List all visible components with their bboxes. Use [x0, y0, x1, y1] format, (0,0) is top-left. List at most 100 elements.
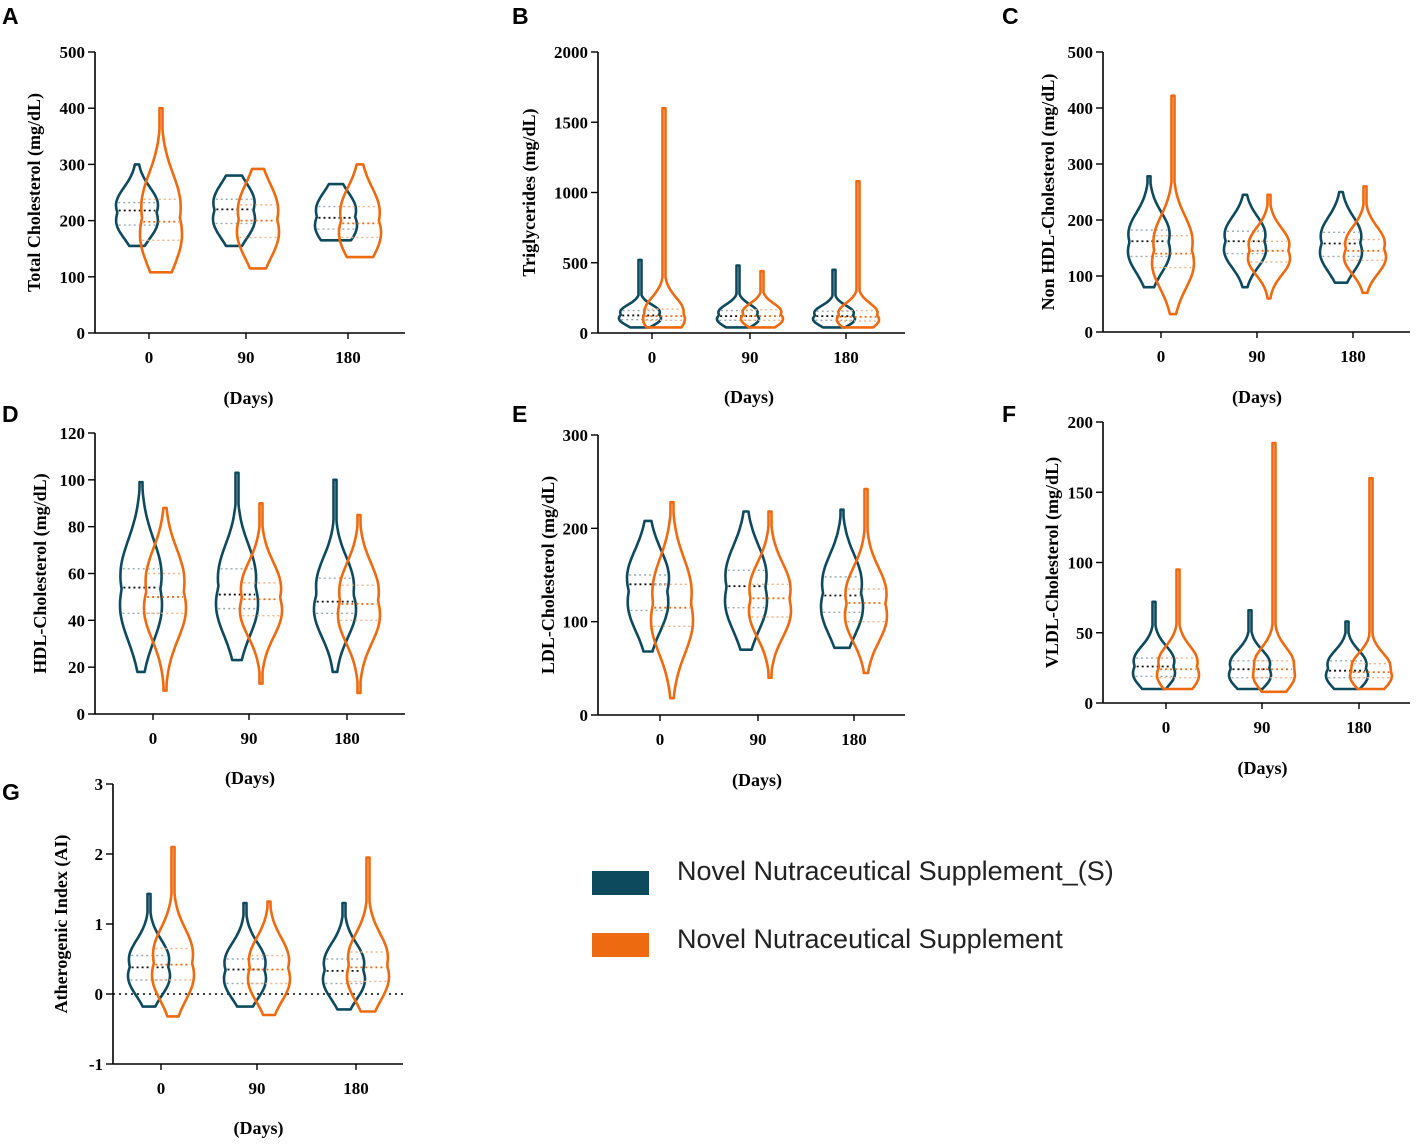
x-tick-label: 0	[1157, 347, 1166, 366]
violin-s-day-0	[1131, 600, 1177, 691]
y-tick-label: 400	[1068, 99, 1094, 118]
y-tick-label: 200	[60, 212, 86, 231]
violin-s-day-90	[715, 264, 761, 329]
violin-s-day-180	[313, 182, 359, 242]
y-axis-title: Non HDL-Cholesterol (mg/dL)	[1038, 74, 1059, 311]
y-tick-label: 1	[95, 915, 104, 934]
x-tick-label: 90	[742, 348, 759, 367]
violin-s-day-90	[1227, 609, 1273, 691]
legend: Novel Nutraceutical Supplement_(S) Novel…	[592, 856, 1114, 957]
legend-swatch-nns	[592, 933, 649, 957]
violin-s-day-180	[312, 478, 358, 674]
y-tick-label: 3	[95, 775, 104, 794]
y-axis-title: VLDL-Cholesterol (mg/dL)	[1042, 457, 1063, 668]
chart-panel-d: D 0 20 40 60 80 100 120 0 90 180 (Days) HDL-Choleste…	[2, 401, 405, 789]
y-tick-label: 500	[60, 43, 86, 62]
violin-s-day-180	[1318, 190, 1364, 284]
violin-s-day-0	[114, 163, 160, 248]
x-tick-label: 90	[1254, 718, 1271, 737]
x-axis-title: (Days)	[1232, 387, 1282, 408]
y-axis-title: Atherogenic Index (AI)	[51, 835, 72, 1014]
y-tick-label: 500	[1068, 43, 1094, 62]
y-tick-label: 300	[563, 426, 589, 445]
x-axis-title: (Days)	[732, 770, 782, 791]
y-tick-label: 2000	[554, 43, 588, 62]
y-tick-label: 0	[1085, 323, 1094, 342]
violin-s-day-180	[811, 268, 857, 329]
y-axis-title: Triglycerides (mg/dL)	[519, 108, 540, 276]
violin-s-day-0	[617, 258, 663, 329]
panel-letter: E	[512, 401, 527, 427]
chart-panel-e: E 0 100 200 300 0 90 180 (Days) LDL-Cholesterol (…	[512, 401, 905, 791]
violin-s-day-90	[1222, 193, 1268, 289]
panel-letter: F	[1002, 401, 1016, 427]
violin-s-day-180	[819, 508, 865, 650]
x-axis-title: (Days)	[1238, 758, 1288, 779]
x-tick-label: 180	[335, 348, 361, 367]
y-tick-label: 100	[60, 268, 86, 287]
y-axis-title: Total Cholesterol (mg/dL)	[24, 93, 45, 292]
violin-s-day-90	[211, 174, 257, 248]
violin-nns-day-90	[1251, 441, 1297, 694]
violin-nns-day-180	[835, 180, 881, 329]
x-axis-title: (Days)	[724, 387, 774, 408]
y-tick-label: 20	[68, 658, 85, 677]
x-axis-title: (Days)	[234, 1118, 284, 1139]
chart-panel-g: G -1 0 1 2 3 0 90 180 (Days) Atherogenic Index (AI…	[2, 775, 403, 1139]
panel-letter: B	[512, 3, 529, 29]
x-tick-label: 180	[334, 729, 360, 748]
x-tick-label: 0	[145, 348, 154, 367]
violin-nns-day-0	[142, 506, 188, 692]
y-tick-label: 60	[68, 565, 85, 584]
legend-label-nns: Novel Nutraceutical Supplement	[677, 924, 1063, 954]
violin-s-day-0	[625, 519, 671, 653]
x-tick-label: 180	[1340, 347, 1366, 366]
y-tick-label: -1	[89, 1055, 103, 1074]
y-tick-label: 300	[60, 155, 86, 174]
violin-nns-day-0	[649, 500, 695, 700]
y-tick-label: 1000	[554, 184, 588, 203]
y-tick-label: 50	[1076, 624, 1093, 643]
x-tick-label: 90	[238, 348, 255, 367]
violin-s-day-180	[321, 901, 367, 1011]
violin-nns-day-90	[238, 502, 284, 685]
y-tick-label: 100	[563, 613, 589, 632]
panel-letter: D	[2, 401, 19, 427]
violin-nns-day-90	[747, 510, 793, 679]
y-tick-label: 200	[1068, 211, 1094, 230]
panel-letter: C	[1002, 3, 1019, 29]
x-tick-label: 180	[1346, 718, 1372, 737]
violin-nns-day-180	[337, 163, 383, 259]
y-axis-title: HDL-Cholesterol (mg/dL)	[30, 473, 51, 673]
violin-nns-day-90	[246, 900, 292, 1017]
y-tick-label: 500	[563, 254, 589, 273]
y-tick-label: 80	[68, 518, 85, 537]
y-axis-title: LDL-Cholesterol (mg/dL)	[538, 476, 559, 674]
violin-s-day-0	[1126, 175, 1172, 289]
violin-s-day-180	[1324, 620, 1370, 691]
y-tick-label: 0	[580, 706, 589, 725]
y-tick-label: 100	[60, 471, 86, 490]
y-tick-label: 150	[1068, 483, 1094, 502]
legend-swatch-s	[592, 871, 649, 895]
y-tick-label: 0	[95, 985, 104, 1004]
x-tick-label: 0	[648, 348, 657, 367]
y-tick-label: 200	[1068, 413, 1094, 432]
x-axis-title: (Days)	[224, 388, 274, 409]
violin-s-day-90	[222, 901, 268, 1008]
violin-nns-day-180	[1342, 185, 1388, 295]
x-tick-label: 90	[1249, 347, 1266, 366]
x-tick-label: 0	[656, 730, 665, 749]
chart-panel-b: B 0 500 1000 1500 2000 0 90 180 (Days) Triglycerid…	[512, 3, 905, 408]
y-tick-label: 100	[1068, 267, 1094, 286]
violin-nns-day-0	[138, 106, 184, 274]
x-tick-label: 0	[1162, 718, 1171, 737]
violin-nns-day-0	[150, 845, 196, 1018]
x-tick-label: 180	[833, 348, 859, 367]
violin-nns-day-90	[235, 167, 281, 270]
panel-letter: G	[2, 779, 20, 805]
y-tick-label: 0	[77, 324, 86, 343]
panel-letter: A	[2, 3, 19, 29]
x-tick-label: 0	[149, 729, 158, 748]
